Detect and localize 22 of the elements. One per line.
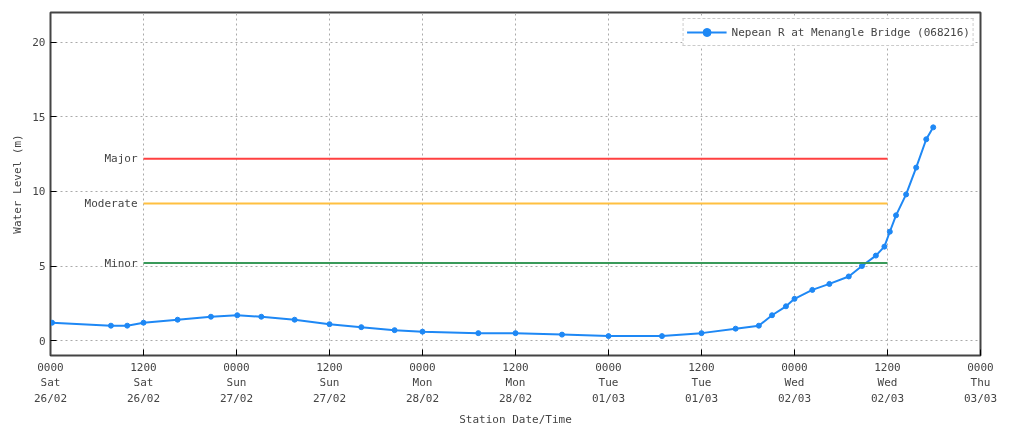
annotation: Major [104, 152, 138, 166]
x-tick-label: 0000 Sun 27/02 [219, 360, 254, 405]
y-tick-label: 5 [38, 260, 46, 274]
annotation: Minor [104, 256, 138, 270]
x-tick-label: 1200 Wed 02/03 [870, 360, 905, 405]
x-tick-label: 1200 Sat 26/02 [126, 360, 161, 405]
y-axis-title: Water Level (m) [11, 134, 25, 234]
x-tick-label: 1200 Mon 28/02 [498, 360, 533, 405]
y-tick-label: 10 [32, 185, 46, 199]
y-tick-label: 15 [32, 110, 46, 124]
x-tick-label: 0000 Sat 26/02 [33, 360, 68, 405]
x-axis-title: Station Date/Time [459, 412, 572, 426]
x-tick-label: 1200 Sun 27/02 [312, 360, 347, 405]
legend-label: Nepean R at Menangle Bridge (068216) [731, 25, 970, 39]
annotation: Moderate [84, 196, 138, 210]
x-tick-label: 0000 Wed 02/03 [777, 360, 812, 405]
x-tick-label: 1200 Tue 01/03 [684, 360, 719, 405]
x-tick-label: 0000 Tue 01/03 [591, 360, 626, 405]
y-tick-label: 20 [32, 36, 46, 50]
x-tick-label: 0000 Mon 28/02 [405, 360, 440, 405]
x-tick-label: 0000 Thu 03/03 [963, 360, 998, 405]
y-tick-label: 0 [38, 334, 46, 348]
